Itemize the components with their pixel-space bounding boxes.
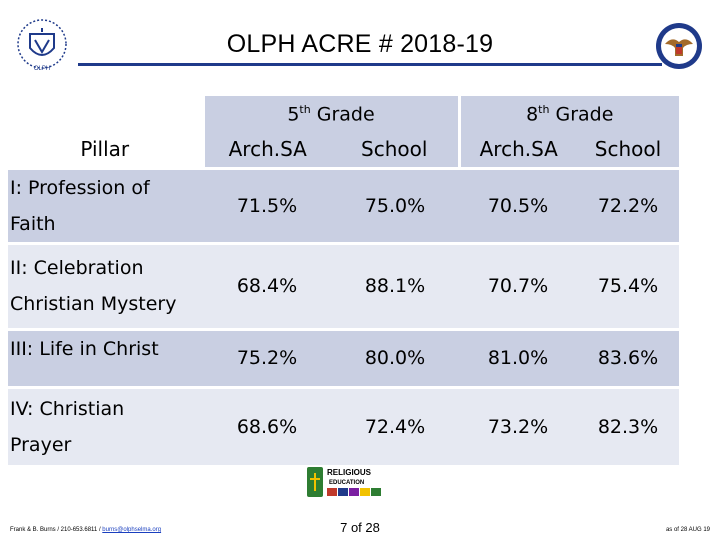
table-row: II: Celebration Christian Mystery 68.4% 8… [8, 241, 679, 329]
table-row: I: Profession of Faith 71.5% 75.0% 70.5% … [8, 166, 679, 243]
footer-contact: Frank & B. Burns / 210-653.6811 / burns@… [10, 527, 161, 533]
value-cell: 75.0% [331, 166, 459, 243]
page-number: 7 of 28 [340, 520, 380, 535]
value-cell: 72.2% [577, 166, 679, 243]
value-cell: 70.5% [459, 166, 577, 243]
pillar-label: III: Life in Christ [8, 327, 203, 387]
re-logo-line2: EDUCATION [329, 480, 364, 486]
col-header-5-archsa: Arch.SA [201, 132, 331, 168]
as-of-date: as of 28 AUG 19 [665, 527, 710, 533]
re-logo-line1: RELIGIOUS [327, 468, 372, 477]
results-table: Pillar 5th Grade 8th Grade Arch.SA Schoo… [8, 96, 679, 465]
contact-text: Frank & B. Burns / 210-653.6811 / [10, 527, 103, 533]
pillar-label: I: Profession of Faith [8, 166, 203, 243]
value-cell: 80.0% [331, 327, 459, 387]
value-cell: 82.3% [577, 385, 679, 465]
religious-education-logo-icon: RELIGIOUS EDUCATION [307, 467, 381, 497]
value-cell: 88.1% [331, 241, 459, 329]
value-cell: 70.7% [459, 241, 577, 329]
pillar-header-cell: Pillar [8, 96, 203, 168]
pillar-label: IV: Christian Prayer [8, 385, 203, 465]
pillar-label: II: Celebration Christian Mystery [8, 241, 203, 329]
grade8-header: 8th Grade [457, 96, 679, 132]
value-cell: 81.0% [459, 327, 577, 387]
page-title: OLPH ACRE # 2018-19 [226, 30, 494, 58]
table-row: III: Life in Christ 75.2% 80.0% 81.0% 83… [8, 327, 679, 387]
value-cell: 72.4% [331, 385, 459, 465]
pillar-header: Pillar [80, 136, 130, 161]
school-crest-icon: OLPH [17, 19, 67, 72]
value-cell: 83.6% [577, 327, 679, 387]
value-cell: 68.6% [203, 385, 331, 465]
value-cell: 75.4% [577, 241, 679, 329]
contact-email-link[interactable]: burns@olphselma.org [102, 527, 162, 533]
value-cell: 68.4% [203, 241, 331, 329]
value-cell: 71.5% [203, 166, 331, 243]
value-cell: 75.2% [203, 327, 331, 387]
col-header-8-school: School [577, 132, 679, 168]
col-header-5-school: School [331, 132, 459, 168]
col-header-8-archsa: Arch.SA [457, 132, 577, 168]
table-row: IV: Christian Prayer 68.6% 72.4% 73.2% 82… [8, 385, 679, 465]
seal-eagle-icon [656, 23, 702, 69]
crest-text: OLPH [34, 66, 50, 72]
value-cell: 73.2% [459, 385, 577, 465]
title-underline [78, 63, 662, 66]
grade5-header: 5th Grade [201, 96, 459, 132]
